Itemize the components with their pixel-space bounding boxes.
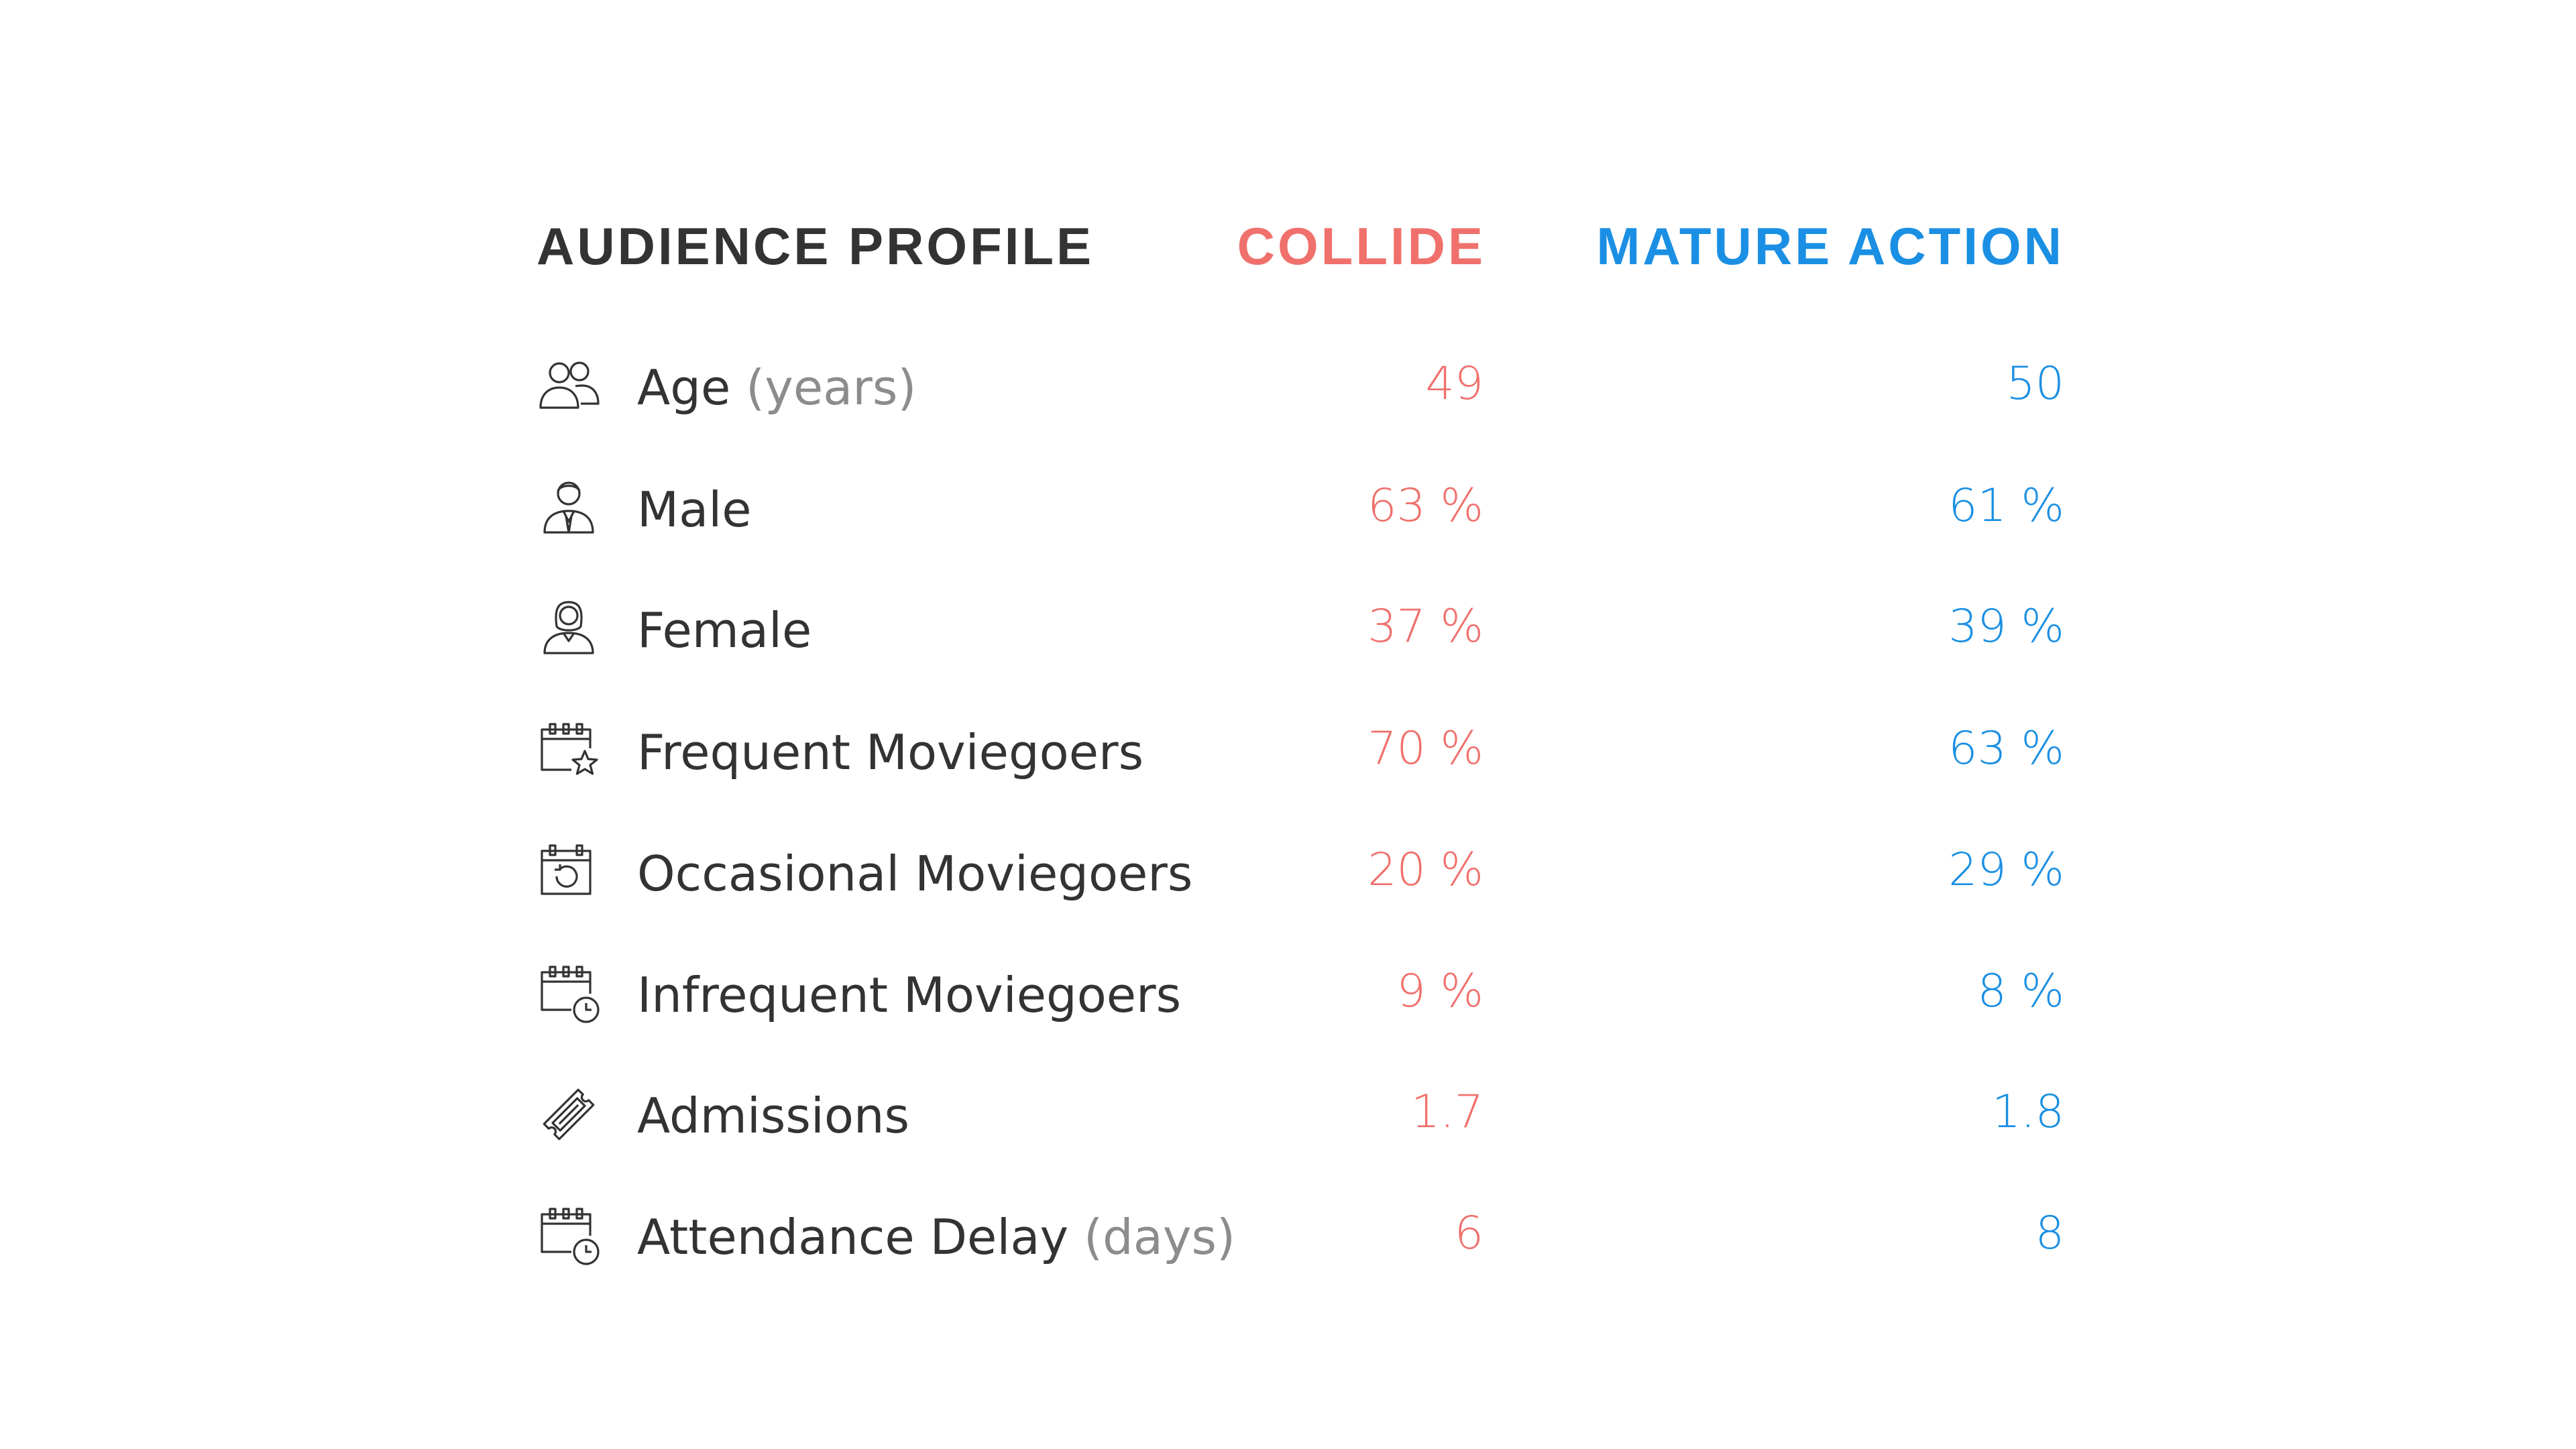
row-label-text: Admissions [637,1088,910,1144]
row-label: Frequent Moviegoers [637,712,1143,793]
users-icon [537,354,601,418]
calendar-star-icon [537,719,601,783]
table-row: Occasional Moviegoers 20 % 29 % [0,833,2576,914]
row-label-text: Attendance Delay [637,1209,1069,1265]
mature-action-value: 8 [2035,1207,2064,1260]
header-audience-profile: AUDIENCE PROFILE [537,217,1095,276]
collide-value: 49 [1425,357,1483,410]
row-label: Female [637,590,811,671]
row-label-text: Infrequent Moviegoers [637,967,1182,1023]
mature-action-value: 1.8 [1991,1086,2064,1139]
mature-action-value: 61 % [1948,479,2064,532]
calendar-refresh-icon [537,840,601,905]
header-mature-action: MATURE ACTION [1596,217,2064,276]
row-label-text: Male [637,481,752,538]
row-label: Male [637,469,752,550]
table-row: Female 37 % 39 % [0,590,2576,671]
table-header: AUDIENCE PROFILE COLLIDE MATURE ACTION [0,209,2576,283]
mature-action-value: 8 % [1977,965,2065,1018]
male-icon [537,476,601,540]
calendar-clock-icon [537,1204,601,1268]
collide-value: 1.7 [1410,1086,1483,1139]
row-label-text: Frequent Moviegoers [637,724,1144,780]
mature-action-value: 50 [2006,357,2064,410]
row-label-text: Occasional Moviegoers [637,846,1193,902]
table-row: Frequent Moviegoers 70 % 63 % [0,712,2576,793]
header-collide: COLLIDE [1237,217,1486,276]
table-row: Attendance Delay (days) 6 8 [0,1197,2576,1277]
table-row: Infrequent Moviegoers 9 % 8 % [0,955,2576,1035]
row-label: Infrequent Moviegoers [637,955,1181,1035]
mature-action-value: 63 % [1948,722,2064,775]
table-row: Male 63 % 61 % [0,469,2576,550]
row-label: Attendance Delay (days) [637,1197,1235,1277]
row-unit: (days) [1083,1209,1236,1265]
calendar-clock-icon [537,962,601,1026]
row-label: Age (years) [637,347,916,428]
row-label: Occasional Moviegoers [637,833,1192,914]
collide-value: 37 % [1367,600,1483,653]
mature-action-value: 29 % [1948,844,2064,896]
collide-value: 63 % [1367,479,1483,532]
female-icon [537,597,601,661]
collide-value: 70 % [1367,722,1483,775]
mature-action-value: 39 % [1948,600,2064,653]
table-row: Admissions 1.7 1.8 [0,1076,2576,1156]
ticket-icon [537,1082,601,1147]
table-row: Age (years) 49 50 [0,347,2576,428]
collide-value: 6 [1454,1207,1483,1260]
row-label: Admissions [637,1076,909,1156]
collide-value: 20 % [1367,844,1483,896]
row-label-text: Age [637,359,731,416]
row-label-text: Female [637,602,812,658]
collide-value: 9 % [1396,965,1484,1018]
row-unit: (years) [746,359,917,416]
